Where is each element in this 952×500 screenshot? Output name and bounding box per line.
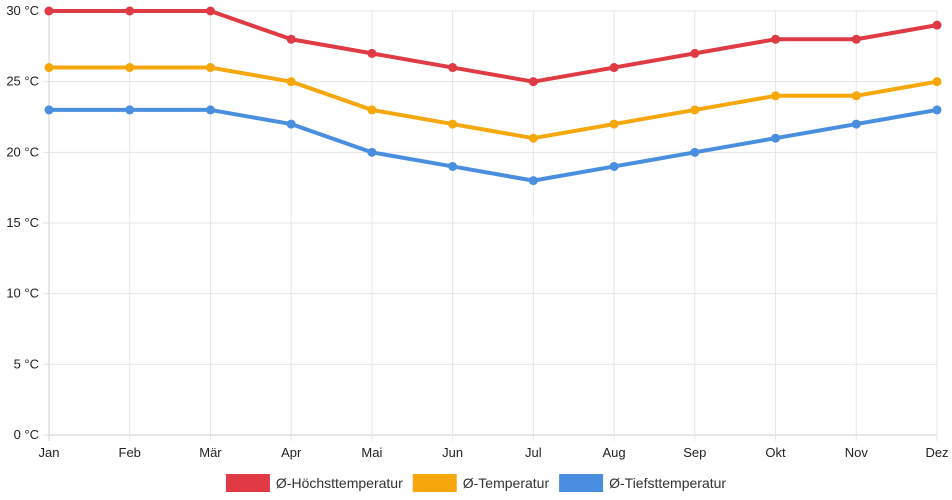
x-tick-label: Jul [525,445,542,460]
data-point[interactable] [125,63,135,73]
legend-item-3[interactable]: Ø-Tiefsttemperatur [559,474,726,492]
data-point[interactable] [44,63,54,73]
data-point[interactable] [448,119,458,129]
data-point[interactable] [125,6,135,16]
data-point[interactable] [125,105,135,115]
data-point[interactable] [932,105,942,115]
data-point[interactable] [932,20,942,30]
legend: Ø-Höchsttemperatur Ø-Temperatur Ø-Tiefstte… [225,474,726,492]
y-tick-label: 25 °C [6,74,39,89]
series-layer [44,6,942,186]
x-tick-label: Jun [442,445,463,460]
data-point[interactable] [609,161,619,171]
data-point[interactable] [771,34,781,44]
x-tick-label: Sep [683,445,706,460]
data-point[interactable] [528,77,538,87]
x-tick-label: Mär [199,445,222,460]
data-point[interactable] [44,6,54,16]
data-point[interactable] [851,119,861,129]
legend-label: Ø-Höchsttemperatur [276,475,403,491]
data-point[interactable] [367,105,377,115]
x-tick-label: Apr [281,445,302,460]
series-3 [44,105,942,186]
x-tick-label: Okt [765,445,786,460]
series-line [47,107,939,183]
y-tick-label: 20 °C [6,144,39,159]
y-tick-label: 5 °C [14,356,39,371]
data-point[interactable] [367,147,377,157]
legend-swatch [225,474,270,492]
data-point[interactable] [771,91,781,101]
data-point[interactable] [609,63,619,73]
data-point[interactable] [851,91,861,101]
legend-swatch [559,474,604,492]
data-point[interactable] [367,48,377,58]
data-point[interactable] [205,105,215,115]
legend-swatch [412,474,457,492]
data-point[interactable] [448,63,458,73]
data-point[interactable] [286,119,296,129]
x-tick-label: Aug [603,445,626,460]
y-tick-label: 30 °C [6,3,39,18]
data-point[interactable] [771,133,781,143]
data-point[interactable] [286,34,296,44]
legend-item-2[interactable]: Ø-Temperatur [412,474,550,492]
series-line [47,65,939,141]
data-point[interactable] [44,105,54,115]
axis-layer: 0 °C 5 °C 10 °C 15 °C 20 °C 25 °C 30 °C Jan Feb M… [6,3,948,460]
legend-label: Ø-Temperatur [463,475,550,491]
data-point[interactable] [205,63,215,73]
data-point[interactable] [528,133,538,143]
data-point[interactable] [932,77,942,87]
data-point[interactable] [205,6,215,16]
data-point[interactable] [690,105,700,115]
series-1 [44,6,942,87]
x-tick-label: Feb [119,445,141,460]
x-tick-label: Jan [39,445,60,460]
data-point[interactable] [448,161,458,171]
data-point[interactable] [286,77,296,87]
data-point[interactable] [609,119,619,129]
y-tick-label: 0 °C [14,427,39,442]
data-point[interactable] [690,48,700,58]
legend-label: Ø-Tiefsttemperatur [609,475,726,491]
x-tick-label: Dez [925,445,948,460]
data-point[interactable] [690,147,700,157]
x-tick-label: Mai [361,445,382,460]
series-2 [44,63,942,143]
data-point[interactable] [851,34,861,44]
legend-item-1[interactable]: Ø-Höchsttemperatur [225,474,403,492]
series-line [47,9,939,84]
y-tick-label: 15 °C [6,215,39,230]
data-point[interactable] [528,176,538,186]
y-tick-label: 10 °C [6,286,39,301]
x-tick-label: Nov [845,445,869,460]
